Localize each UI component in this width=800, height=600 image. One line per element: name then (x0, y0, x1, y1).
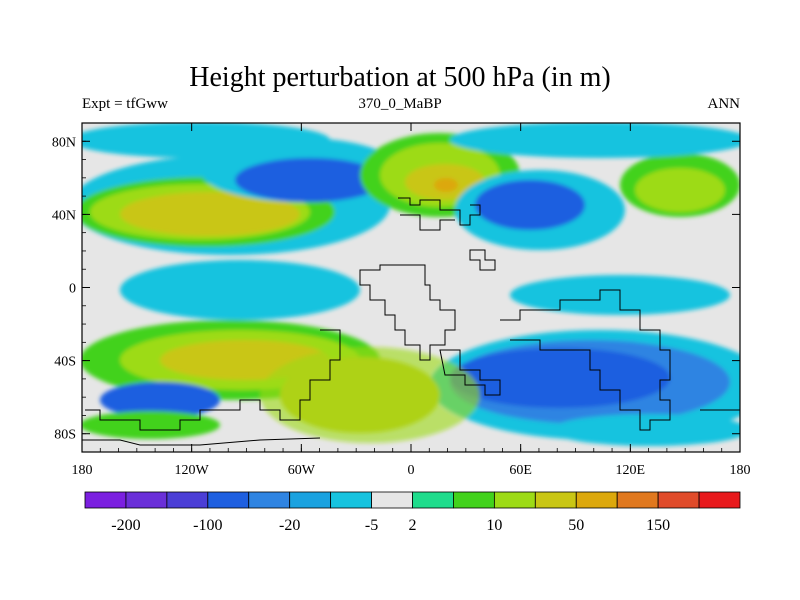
contour-yellow-south-central (260, 347, 480, 443)
contour-field (82, 123, 740, 452)
contour-blue-antarctic (100, 382, 220, 418)
x-tick-label: 120E (616, 463, 646, 478)
colorbar-label: -5 (365, 517, 378, 534)
y-tick-label: 80N (52, 135, 76, 150)
colorbar-swatch (371, 491, 413, 509)
colorbar-label: 150 (646, 517, 670, 534)
y-tick-label: 0 (69, 282, 76, 297)
colorbar-swatch (534, 491, 577, 509)
x-tick-label: 0 (408, 463, 415, 478)
x-tick-label: 60W (288, 463, 316, 478)
colorbar-swatch (698, 491, 741, 509)
colorbar-swatch (207, 491, 250, 509)
axes-group: 180 120W 60W 0 60E 120E 180 80N 40N 0 40S 80S (52, 122, 751, 478)
period-label: 370_0_MaBP (358, 96, 442, 112)
colorbar-swatch (412, 491, 454, 509)
colorbar-label: 2 (409, 517, 417, 534)
colorbar-swatch (453, 491, 495, 509)
x-tick-label: 180 (72, 463, 93, 478)
colorbar-swatch (289, 491, 332, 509)
colorbar-label: -100 (193, 517, 222, 534)
colorbar-swatch (575, 491, 618, 509)
coastline (82, 197, 740, 446)
x-tick-label: 120W (175, 463, 210, 478)
contour-blue-south-east-core (450, 348, 670, 408)
contour-green-antarctic (82, 411, 220, 439)
contour-blue-north-low (235, 158, 385, 202)
y-tick-label: 40S (54, 355, 76, 370)
colorbar-label: -200 (111, 517, 140, 534)
experiment-label: Expt = tfGww (82, 96, 168, 112)
contour-gold-north-west (120, 192, 300, 236)
chart-title: Height perturbation at 500 hPa (in m) (189, 62, 611, 93)
contour-cyan-arctic-west (82, 123, 330, 158)
colorbar: -200 -100 -20 -5 2 10 50 150 (84, 491, 741, 534)
colorbar-swatch (84, 491, 127, 509)
colorbar-swatch (125, 491, 168, 509)
contour-cyan-tropics-west (120, 260, 360, 320)
contour-yellow-north-far-east (635, 168, 725, 212)
colorbar-swatch (493, 491, 536, 509)
x-tick-label: 60E (509, 463, 532, 478)
y-tick-label: 80S (54, 428, 76, 443)
contour-orange-north-high (434, 178, 458, 192)
colorbar-label: -20 (279, 517, 300, 534)
colorbar-swatch (248, 491, 291, 509)
colorbar-label: 10 (486, 517, 502, 534)
colorbar-swatch (330, 491, 372, 509)
colorbar-label: 50 (568, 517, 584, 534)
contour-cyan-arctic (450, 123, 740, 158)
colorbar-swatch (616, 491, 659, 509)
season-label: ANN (707, 96, 741, 112)
colorbar-swatch (657, 491, 700, 509)
x-tick-label: 180 (730, 463, 751, 478)
colorbar-swatch (166, 491, 209, 509)
y-tick-label: 40N (52, 208, 76, 223)
contour-blue-north-east (475, 180, 585, 230)
